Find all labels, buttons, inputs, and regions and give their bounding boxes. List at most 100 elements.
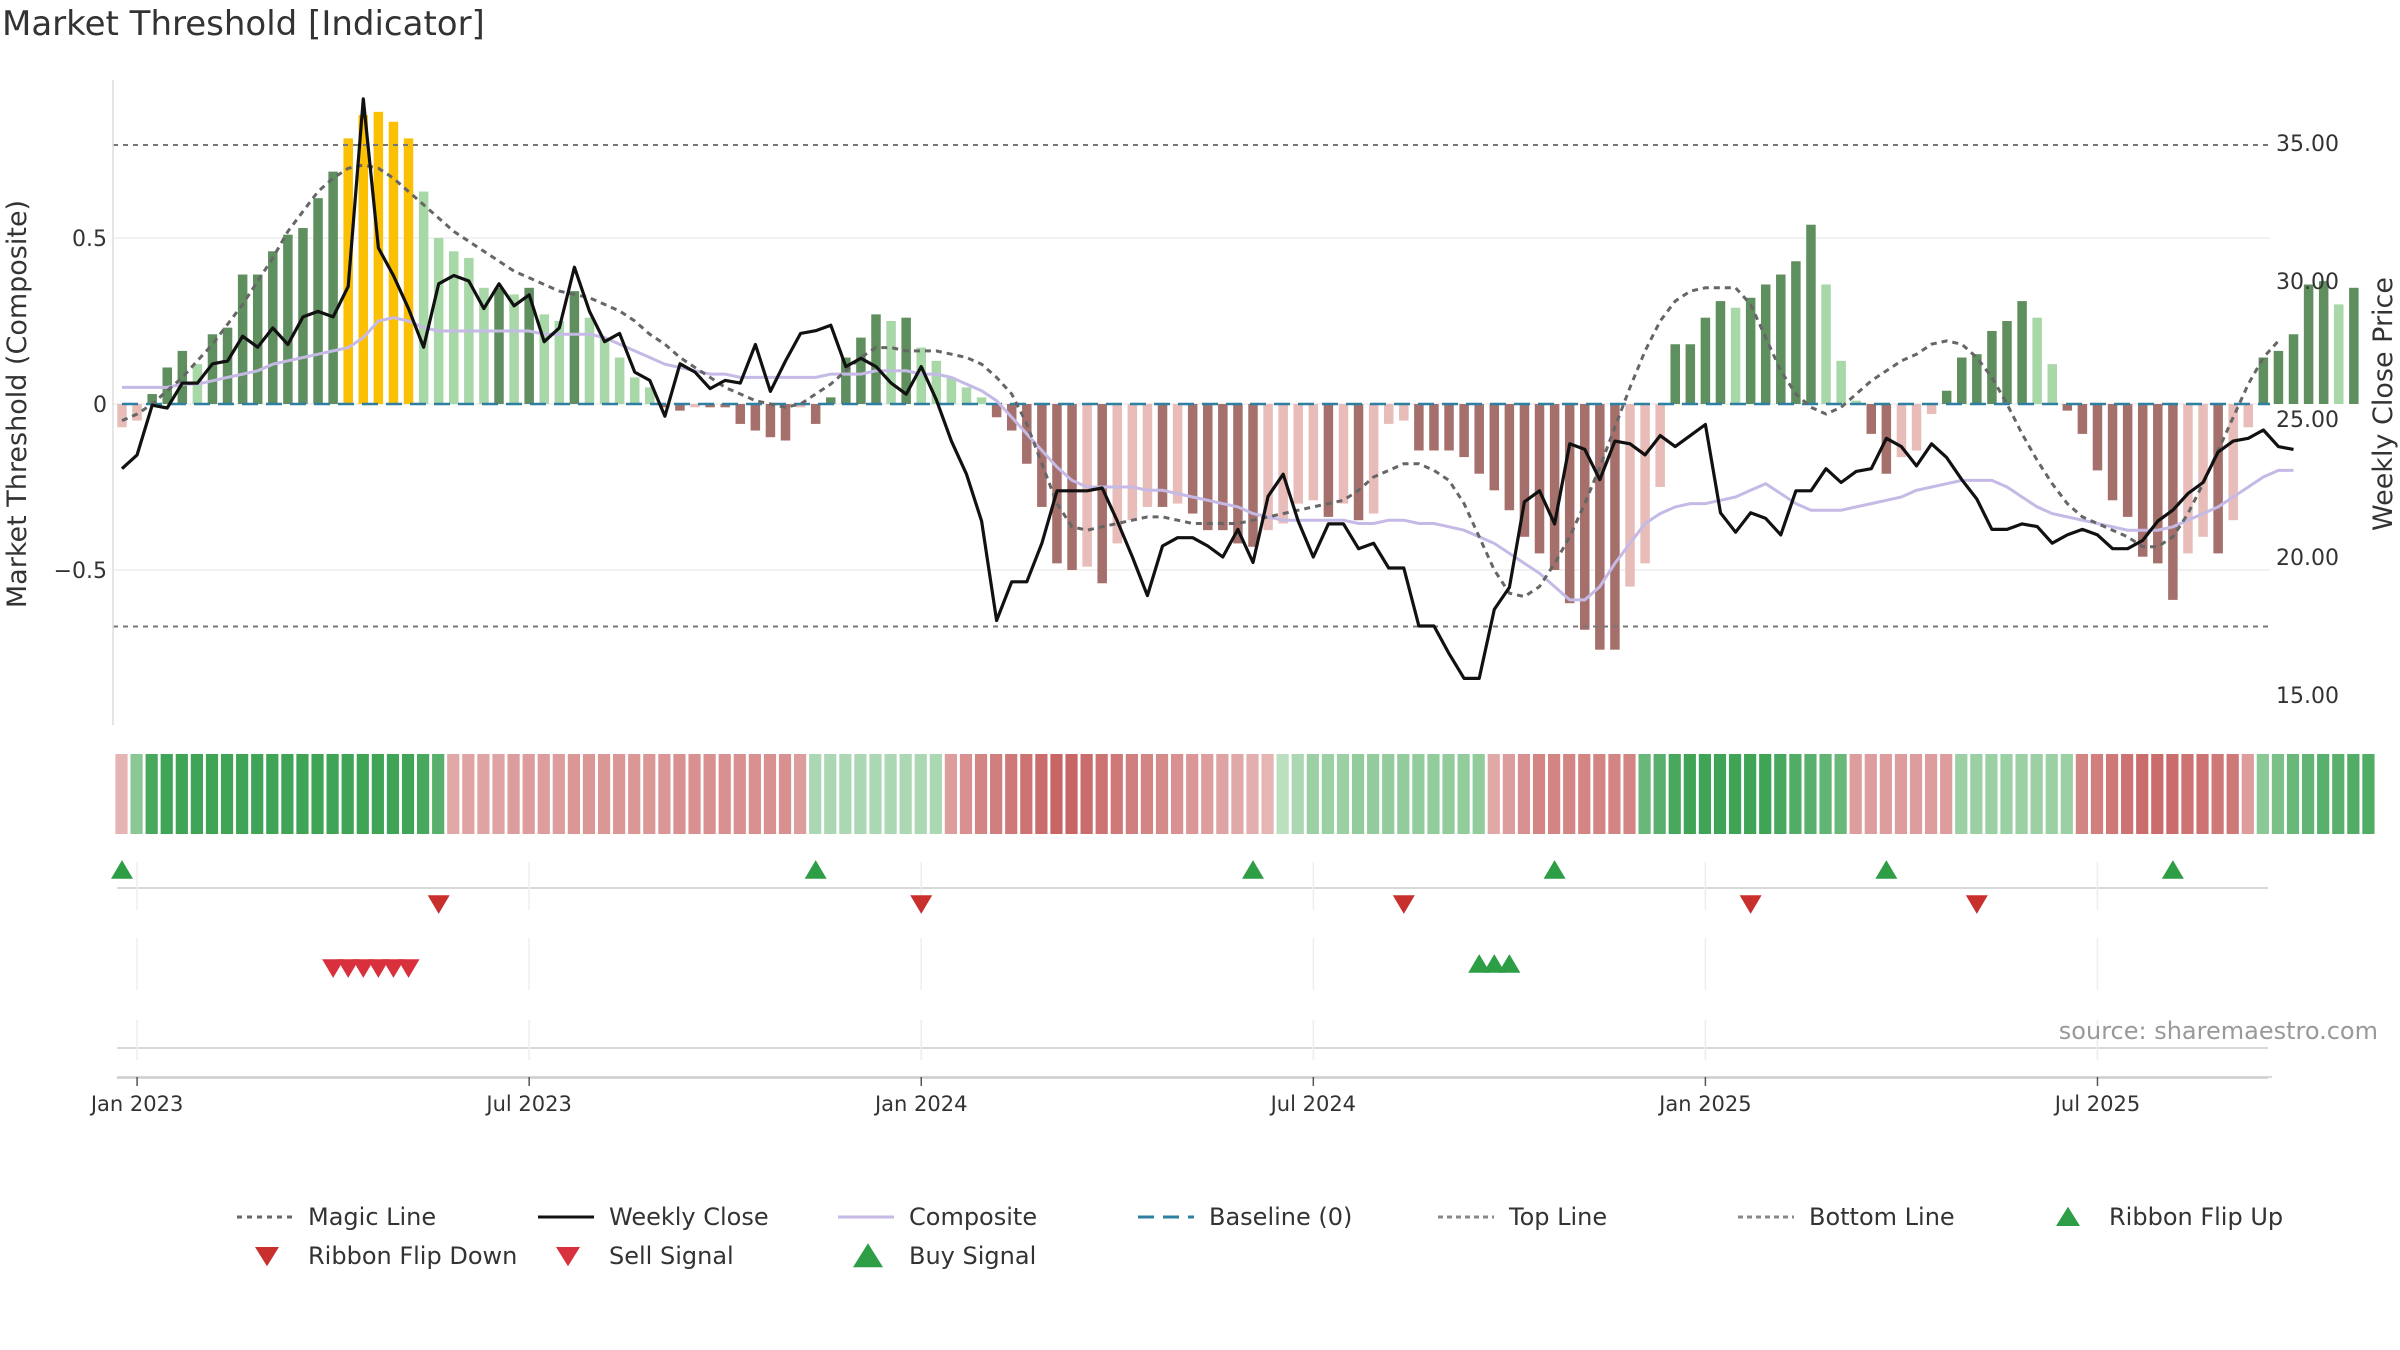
ribbon-cell [432, 754, 445, 834]
ribbon-cell [2362, 754, 2375, 834]
x-tick-label: Jul 2024 [1269, 1092, 1356, 1116]
composite-bar [1187, 404, 1198, 514]
composite-bar [373, 111, 384, 404]
composite-bar [1097, 404, 1107, 584]
legend-label: Bottom Line [1809, 1203, 1955, 1231]
ribbon-cell [1351, 754, 1365, 834]
composite-bar [418, 191, 429, 404]
composite-bar [780, 404, 791, 441]
legend-label: Buy Signal [909, 1242, 1036, 1270]
ribbon-cell [2090, 754, 2104, 834]
ribbon-cell [1532, 754, 1546, 834]
ribbon-cell [1140, 754, 1154, 834]
ribbon-cell [1050, 754, 1063, 834]
composite-bar [1625, 404, 1635, 587]
ribbon-cell [1095, 754, 1108, 834]
ribbon-cell [1020, 754, 1033, 834]
ribbon-cell [1713, 754, 1727, 834]
ribbon-cell [613, 754, 626, 834]
ribbon-cell [1894, 754, 1908, 834]
ribbon-cell [1125, 754, 1138, 834]
composite-bar [2092, 404, 2103, 471]
composite-bar [433, 238, 444, 404]
ribbon-flip-down-marker [1965, 895, 1988, 914]
composite-bar [2243, 404, 2254, 428]
ribbon-cell [401, 754, 415, 834]
composite-bar [1278, 404, 1288, 524]
composite-bar [735, 404, 746, 424]
legend-label: Sell Signal [609, 1242, 734, 1270]
composite-bar [1399, 404, 1409, 421]
composite-bar [328, 171, 338, 404]
composite-bar [1534, 404, 1545, 554]
composite-bar [524, 287, 534, 404]
ribbon-cell [1397, 754, 1410, 834]
composite-bar [645, 387, 655, 404]
sell-signal-marker [352, 959, 375, 978]
ribbon-cell [281, 754, 294, 834]
composite-bar [765, 404, 776, 438]
sell-signal-marker [367, 959, 390, 978]
signal-markers [111, 860, 2268, 1079]
composite-bar [690, 404, 700, 408]
composite-bar [2288, 334, 2299, 404]
composite-bar [2258, 357, 2269, 404]
composite-bar [1112, 404, 1123, 544]
ribbon-cell [1005, 754, 1018, 834]
composite-line [122, 316, 2294, 602]
composite-bar [1383, 404, 1394, 424]
ribbon-cell [1216, 754, 1229, 834]
ribbon-cell [326, 754, 339, 834]
ribbon-cell [2030, 754, 2043, 834]
ribbon-cell [2211, 754, 2224, 834]
composite-bar [1338, 404, 1349, 504]
composite-bar [479, 287, 489, 404]
ribbon-cell [673, 754, 686, 834]
axes: 0.5 0 −0.5 35.00 30.00 25.00 20.00 15.00 Market … [2, 80, 2399, 725]
composite-bar [826, 397, 836, 404]
composite-bar [2349, 287, 2359, 404]
ribbon-cell [1864, 754, 1877, 834]
x-tick-label: Jan 2025 [1657, 1092, 1752, 1116]
composite-bar [539, 314, 549, 404]
ribbon-flip-down-marker [427, 895, 450, 914]
composite-bar [2334, 304, 2344, 404]
composite-bar [252, 274, 263, 404]
ribbon-cell [1427, 754, 1440, 834]
ribbon-flip-down-marker [1739, 895, 1762, 914]
ribbon-flip-up-marker [2161, 860, 2184, 879]
composite-bar [1580, 404, 1590, 630]
left-tick-label: −0.5 [54, 559, 107, 584]
composite-bar [1459, 404, 1469, 458]
composite-bar [1218, 404, 1228, 531]
composite-bar [177, 350, 188, 404]
ribbon-cell [854, 754, 867, 834]
ribbon-cell [658, 754, 671, 834]
ribbon-cell [1985, 754, 1998, 834]
composite-bar [1368, 404, 1379, 514]
composite-bar [1836, 360, 1846, 404]
composite-bar [1791, 261, 1801, 404]
ribbon-flip-down-marker [1392, 895, 1415, 914]
composite-bar [810, 404, 821, 424]
weekly-close-line [120, 97, 2294, 680]
composite-bar [660, 404, 670, 408]
magic-line [121, 163, 2280, 599]
ribbon-cell [1744, 754, 1757, 834]
right-tick-label: 30.00 [2276, 270, 2339, 295]
composite-bar [222, 327, 233, 404]
right-axis-label: Weekly Close Price [2368, 277, 2399, 531]
ribbon-cell [959, 754, 973, 834]
composite-bar [1896, 404, 1907, 458]
composite-bar [1037, 404, 1047, 507]
composite-bar [2153, 404, 2163, 564]
ribbon-cell [236, 754, 249, 834]
ribbon-cell [2121, 754, 2134, 834]
composite-bar [2032, 317, 2042, 404]
composite-bar [2198, 404, 2208, 537]
composite-bar [795, 404, 806, 408]
ribbon-cell [1080, 754, 1093, 834]
ribbon-cell [794, 754, 807, 834]
ribbon-cell [2015, 754, 2028, 834]
composite-bar [1655, 404, 1665, 487]
